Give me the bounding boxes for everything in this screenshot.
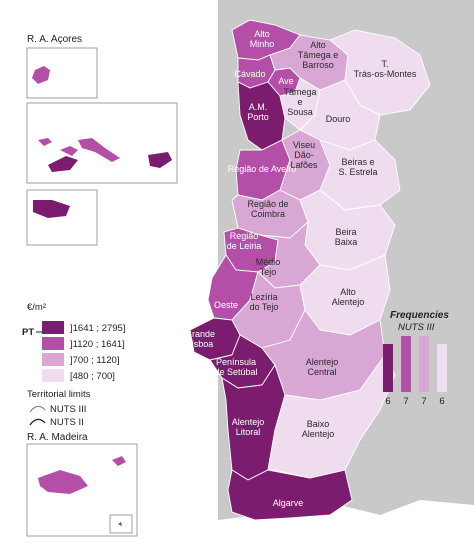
region-beiras-serra-estrela[interactable] <box>319 139 401 211</box>
region-label: Cávado <box>234 69 265 79</box>
frequency-bar <box>401 336 411 392</box>
azores-frame-2 <box>26 102 178 184</box>
nuts3-line-icon <box>29 405 46 413</box>
madeira-frame <box>26 443 138 537</box>
frequency-bar <box>419 336 429 392</box>
azores-island <box>148 152 172 168</box>
region-label: Alto Minho <box>250 29 275 49</box>
region-label: Região de Aveiro <box>228 164 296 174</box>
legend-swatch <box>42 337 64 350</box>
frequencies-subtitle: NUTS III <box>398 322 435 333</box>
azores-title: R. A. Açores <box>27 34 82 45</box>
region-label: Algarve <box>273 498 304 508</box>
region-label: T. Trás-os-Montes <box>354 59 417 79</box>
region-label: Viseu Dão-Lafões <box>290 140 318 170</box>
portugal-nuts3-regions <box>189 19 431 521</box>
legend-label: ]1120 ; 1641] <box>70 339 125 350</box>
porto-santo-island <box>112 456 126 466</box>
region-label: Oeste <box>214 300 238 310</box>
azores-island <box>33 200 70 218</box>
azores-island <box>38 138 52 146</box>
legend-label: ]1641 ; 2795] <box>70 323 125 334</box>
region-label: A.M. Porto <box>247 102 269 122</box>
nuts2-line-icon <box>29 418 46 426</box>
region-label: Médio Tejo <box>256 257 281 277</box>
region-label: Lezíria do Tejo <box>250 292 279 312</box>
region-label: Grande Lisboa <box>185 329 215 349</box>
frequency-bar <box>383 344 393 392</box>
region-labels: Alto Minho Cávado Ave Alto Tâmega e Barroso T. T… <box>185 29 417 508</box>
legend-swatch <box>42 353 64 366</box>
legend-swatch <box>42 321 64 334</box>
frequency-count: 7 <box>403 396 408 407</box>
legend-swatch <box>42 369 64 382</box>
azores-island <box>60 146 78 156</box>
legend-label: [480 ; 700] <box>70 371 115 382</box>
madeira-title: R. A. Madeira <box>27 432 88 443</box>
region-label: Alto Tâmega e Barroso <box>298 40 339 70</box>
legend-label: ]700 ; 1120] <box>70 355 119 366</box>
limit-nuts2: NUTS II <box>50 417 84 428</box>
region-label: Região de Leiria <box>227 231 262 251</box>
region-label: Tâmega e Sousa <box>283 87 316 117</box>
azores-island <box>32 66 50 84</box>
region-label: Ave <box>278 76 293 86</box>
region-label: Baixo Alentejo <box>302 419 335 439</box>
legend-unit: €/m² <box>27 302 46 313</box>
frequencies-title: Frequencies <box>390 310 449 321</box>
frequencies-panel: Frequencies NUTS III 6 7 7 6 <box>383 310 449 407</box>
madeira-subframe <box>109 514 133 534</box>
legend-classes: ]1641 ; 2795] ]1120 ; 1641] ]700 ; 1120] [4… <box>36 321 125 382</box>
legend-country: PT <box>22 327 34 338</box>
azores-island <box>78 138 120 162</box>
region-label: Alentejo Litoral <box>232 417 265 437</box>
region-label: Região de Coimbra <box>247 199 288 219</box>
madeira-island <box>38 470 88 494</box>
azores-frame-3 <box>26 189 98 246</box>
frequency-bar <box>437 344 447 392</box>
frequency-count: 6 <box>385 396 390 407</box>
region-label: Douro <box>326 114 351 124</box>
region-terras-tras-os-montes[interactable] <box>329 29 431 116</box>
region-label: Beira Baixa <box>335 227 358 247</box>
region-label: Beiras e S. Estrela <box>338 157 377 177</box>
territorial-limits: Territorial limits NUTS III NUTS II <box>27 389 91 428</box>
region-am-porto[interactable] <box>237 81 286 151</box>
limits-title: Territorial limits <box>27 389 91 400</box>
region-label: Alentejo Central <box>306 357 339 377</box>
region-label: Alto Alentejo <box>332 287 365 307</box>
frequency-bars: 6 7 7 6 <box>383 336 447 407</box>
azores-island <box>48 156 78 172</box>
region-label: Península de Setúbal <box>214 357 257 377</box>
selvagens-island <box>118 522 122 526</box>
frequency-count: 6 <box>439 396 444 407</box>
frequency-count: 7 <box>421 396 426 407</box>
region-algarve[interactable] <box>227 469 353 521</box>
azores-frame-1 <box>26 47 98 99</box>
value-legend: €/m² PT ]1641 ; 2795] ]1120 ; 1641] ]700 ;… <box>22 302 125 382</box>
limit-nuts3: NUTS III <box>50 404 86 415</box>
